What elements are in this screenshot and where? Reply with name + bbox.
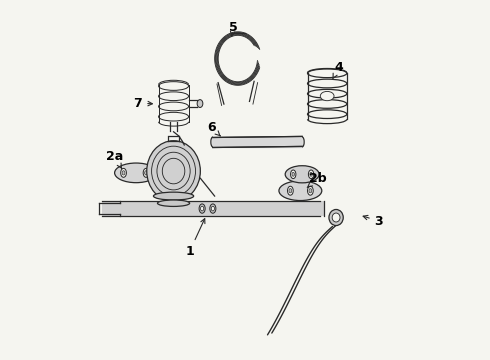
Ellipse shape bbox=[310, 172, 312, 176]
Ellipse shape bbox=[308, 89, 347, 98]
Ellipse shape bbox=[211, 206, 215, 211]
Ellipse shape bbox=[200, 206, 204, 211]
Ellipse shape bbox=[159, 92, 189, 100]
Ellipse shape bbox=[153, 192, 194, 200]
Ellipse shape bbox=[157, 200, 190, 206]
Ellipse shape bbox=[292, 172, 294, 176]
Text: 7: 7 bbox=[133, 97, 152, 110]
Ellipse shape bbox=[159, 102, 189, 111]
Ellipse shape bbox=[147, 141, 200, 202]
Ellipse shape bbox=[320, 91, 334, 101]
Ellipse shape bbox=[309, 189, 312, 193]
Ellipse shape bbox=[329, 210, 343, 226]
Ellipse shape bbox=[197, 100, 203, 108]
Text: 2a: 2a bbox=[106, 150, 123, 168]
Ellipse shape bbox=[308, 100, 347, 108]
Ellipse shape bbox=[285, 166, 319, 183]
Ellipse shape bbox=[308, 110, 347, 118]
Ellipse shape bbox=[308, 69, 347, 78]
Ellipse shape bbox=[210, 204, 216, 213]
Ellipse shape bbox=[288, 186, 293, 195]
Text: 1: 1 bbox=[185, 219, 205, 258]
Ellipse shape bbox=[289, 189, 292, 193]
Ellipse shape bbox=[308, 79, 347, 88]
Ellipse shape bbox=[121, 168, 126, 177]
FancyBboxPatch shape bbox=[212, 137, 303, 148]
FancyBboxPatch shape bbox=[102, 201, 323, 216]
Ellipse shape bbox=[122, 171, 125, 175]
Ellipse shape bbox=[159, 82, 189, 90]
Text: 2b: 2b bbox=[307, 172, 327, 188]
Ellipse shape bbox=[291, 170, 296, 179]
Ellipse shape bbox=[143, 168, 149, 177]
Ellipse shape bbox=[199, 204, 205, 213]
Ellipse shape bbox=[115, 163, 157, 183]
Ellipse shape bbox=[308, 186, 313, 195]
Text: 3: 3 bbox=[363, 215, 383, 228]
Text: 5: 5 bbox=[229, 21, 238, 36]
Ellipse shape bbox=[145, 171, 147, 175]
Text: 6: 6 bbox=[207, 121, 220, 136]
Text: 4: 4 bbox=[333, 61, 343, 79]
Ellipse shape bbox=[308, 170, 314, 179]
Ellipse shape bbox=[332, 213, 340, 222]
Ellipse shape bbox=[279, 181, 322, 201]
Ellipse shape bbox=[159, 112, 189, 121]
